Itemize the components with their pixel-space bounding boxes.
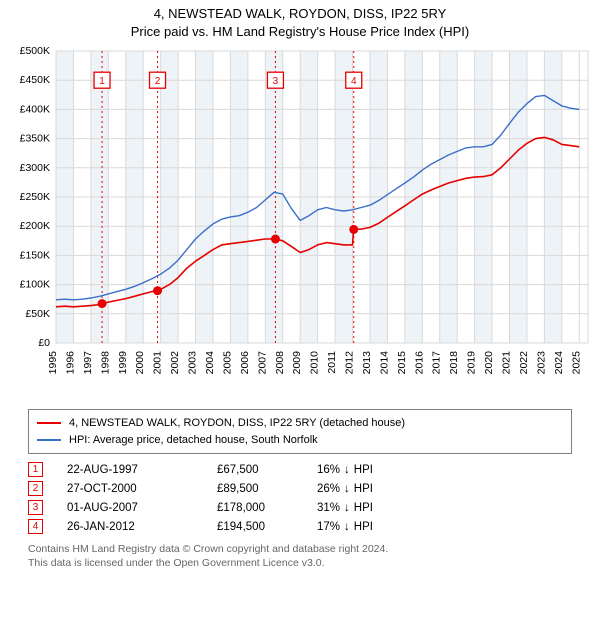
price-chart-svg: £0 £50K £100K £150K £200K £250K £300K £350K £400… <box>0 43 600 403</box>
svg-text:1996: 1996 <box>64 351 76 375</box>
svg-text:£400K: £400K <box>20 103 50 115</box>
sale-price: £194,500 <box>217 521 317 533</box>
title-address: 4, NEWSTEAD WALK, ROYDON, DISS, IP22 5RY <box>10 6 590 21</box>
svg-text:2004: 2004 <box>204 351 216 375</box>
arrow-down-icon: ↓ <box>344 502 350 514</box>
svg-text:£450K: £450K <box>20 74 50 86</box>
svg-text:2013: 2013 <box>361 351 373 375</box>
legend-label-price-paid: 4, NEWSTEAD WALK, ROYDON, DISS, IP22 5RY… <box>69 415 405 432</box>
svg-text:2005: 2005 <box>221 351 233 375</box>
sales-row: 4 26-JAN-2012£194,50017% ↓ HPI <box>28 517 572 536</box>
sales-row: 2 27-OCT-2000£89,50026% ↓ HPI <box>28 479 572 498</box>
legend-row-hpi: HPI: Average price, detached house, Sout… <box>37 432 563 449</box>
svg-text:£350K: £350K <box>20 133 50 145</box>
footer-line2: This data is licensed under the Open Gov… <box>28 556 572 570</box>
svg-text:2024: 2024 <box>553 351 565 375</box>
svg-text:2006: 2006 <box>239 351 251 375</box>
title-block: 4, NEWSTEAD WALK, ROYDON, DISS, IP22 5RY… <box>0 0 600 43</box>
svg-text:2009: 2009 <box>291 351 303 375</box>
sales-row: 3 01-AUG-2007£178,00031% ↓ HPI <box>28 498 572 517</box>
svg-text:2020: 2020 <box>483 351 495 375</box>
sale-marker-icon: 1 <box>28 462 43 477</box>
svg-text:2014: 2014 <box>378 351 390 375</box>
svg-text:2008: 2008 <box>274 351 286 375</box>
svg-text:4: 4 <box>351 76 357 87</box>
svg-text:2010: 2010 <box>309 351 321 375</box>
svg-text:2022: 2022 <box>518 351 530 375</box>
svg-text:2025: 2025 <box>570 351 582 375</box>
svg-text:2000: 2000 <box>134 351 146 375</box>
svg-text:2003: 2003 <box>187 351 199 375</box>
svg-text:£500K: £500K <box>20 45 50 57</box>
svg-text:£200K: £200K <box>20 220 50 232</box>
svg-text:£100K: £100K <box>20 279 50 291</box>
svg-text:2015: 2015 <box>396 351 408 375</box>
svg-text:2002: 2002 <box>169 351 181 375</box>
svg-text:£150K: £150K <box>20 249 50 261</box>
sale-date: 01-AUG-2007 <box>67 502 217 514</box>
svg-text:2018: 2018 <box>448 351 460 375</box>
svg-text:1: 1 <box>99 76 105 87</box>
sale-price: £67,500 <box>217 464 317 476</box>
sale-marker-icon: 2 <box>28 481 43 496</box>
svg-text:£300K: £300K <box>20 162 50 174</box>
sale-diff: 16% ↓ HPI <box>317 464 373 476</box>
legend-box: 4, NEWSTEAD WALK, ROYDON, DISS, IP22 5RY… <box>28 409 572 454</box>
svg-text:2021: 2021 <box>501 351 513 375</box>
sale-diff: 26% ↓ HPI <box>317 483 373 495</box>
svg-text:3: 3 <box>273 76 279 87</box>
legend-row-price-paid: 4, NEWSTEAD WALK, ROYDON, DISS, IP22 5RY… <box>37 415 563 432</box>
chart-container: 4, NEWSTEAD WALK, ROYDON, DISS, IP22 5RY… <box>0 0 600 570</box>
svg-text:2023: 2023 <box>535 351 547 375</box>
chart-area: £0 £50K £100K £150K £200K £250K £300K £350K £400… <box>0 43 600 403</box>
svg-text:2011: 2011 <box>326 351 338 374</box>
arrow-down-icon: ↓ <box>344 464 350 476</box>
sales-table: 1 22-AUG-1997£67,50016% ↓ HPI 2 27-OCT-2000… <box>28 460 572 536</box>
svg-text:1999: 1999 <box>117 351 129 375</box>
svg-text:2019: 2019 <box>466 351 478 375</box>
sale-marker-icon: 4 <box>28 519 43 534</box>
legend-swatch-blue <box>37 439 61 441</box>
sale-date: 22-AUG-1997 <box>67 464 217 476</box>
svg-text:2016: 2016 <box>413 351 425 375</box>
svg-text:1997: 1997 <box>82 351 94 375</box>
svg-text:1995: 1995 <box>47 351 59 375</box>
svg-text:£0: £0 <box>38 337 50 349</box>
legend-label-hpi: HPI: Average price, detached house, Sout… <box>69 432 318 449</box>
svg-text:£250K: £250K <box>20 191 50 203</box>
svg-text:£50K: £50K <box>25 308 50 320</box>
arrow-down-icon: ↓ <box>344 521 350 533</box>
footer-line1: Contains HM Land Registry data © Crown c… <box>28 542 572 556</box>
sale-date: 27-OCT-2000 <box>67 483 217 495</box>
svg-text:2012: 2012 <box>344 351 356 375</box>
title-subtitle: Price paid vs. HM Land Registry's House … <box>10 24 590 39</box>
footer: Contains HM Land Registry data © Crown c… <box>28 542 572 570</box>
sales-row: 1 22-AUG-1997£67,50016% ↓ HPI <box>28 460 572 479</box>
sale-diff: 31% ↓ HPI <box>317 502 373 514</box>
svg-text:2017: 2017 <box>431 351 443 375</box>
svg-text:1998: 1998 <box>99 351 111 375</box>
sale-marker-icon: 3 <box>28 500 43 515</box>
sale-price: £89,500 <box>217 483 317 495</box>
legend-swatch-red <box>37 422 61 424</box>
arrow-down-icon: ↓ <box>344 483 350 495</box>
sale-price: £178,000 <box>217 502 317 514</box>
sale-date: 26-JAN-2012 <box>67 521 217 533</box>
sale-diff: 17% ↓ HPI <box>317 521 373 533</box>
svg-text:2007: 2007 <box>256 351 268 375</box>
svg-text:2001: 2001 <box>152 351 164 375</box>
svg-text:2: 2 <box>155 76 161 87</box>
